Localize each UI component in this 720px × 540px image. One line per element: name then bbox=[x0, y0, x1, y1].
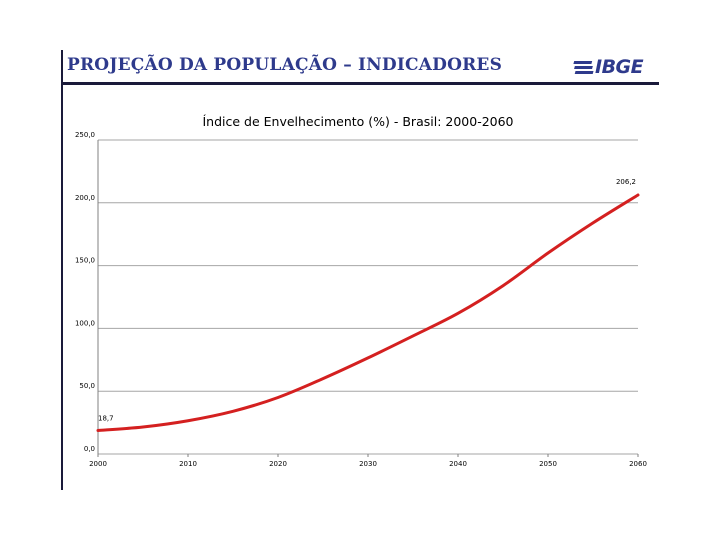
logo-text: IBGE bbox=[595, 56, 644, 78]
chart-container: Índice de Envelhecimento (%) - Brasil: 2… bbox=[64, 100, 664, 480]
x-tick-label: 2040 bbox=[449, 460, 467, 468]
data-label: 18,7 bbox=[98, 415, 114, 423]
x-tick-label: 2050 bbox=[539, 460, 557, 468]
y-tick-label: 150,0 bbox=[75, 257, 95, 265]
slide-title: PROJEÇÃO DA POPULAÇÃO – INDICADORES bbox=[67, 55, 503, 75]
y-tick-label: 50,0 bbox=[79, 382, 95, 390]
aging-index-chart: Índice de Envelhecimento (%) - Brasil: 2… bbox=[75, 114, 647, 468]
series-line bbox=[96, 193, 640, 433]
y-tick-label: 100,0 bbox=[75, 319, 95, 327]
x-tick-label: 2060 bbox=[629, 460, 647, 468]
ibge-logo-icon bbox=[573, 61, 594, 74]
y-tick-label: 0,0 bbox=[84, 445, 95, 453]
x-tick-label: 2020 bbox=[269, 460, 287, 468]
ibge-logo: IBGE bbox=[573, 56, 657, 80]
chart-title: Índice de Envelhecimento (%) - Brasil: 2… bbox=[202, 114, 513, 129]
x-tick-label: 2010 bbox=[179, 460, 197, 468]
x-tick-label: 2000 bbox=[89, 460, 107, 468]
y-tick-label: 200,0 bbox=[75, 194, 95, 202]
x-tick-label: 2030 bbox=[359, 460, 377, 468]
slide-frame-left bbox=[61, 50, 63, 490]
y-tick-label: 250,0 bbox=[75, 131, 95, 139]
data-label: 206,2 bbox=[616, 178, 636, 186]
slide-title-rule bbox=[61, 82, 659, 85]
